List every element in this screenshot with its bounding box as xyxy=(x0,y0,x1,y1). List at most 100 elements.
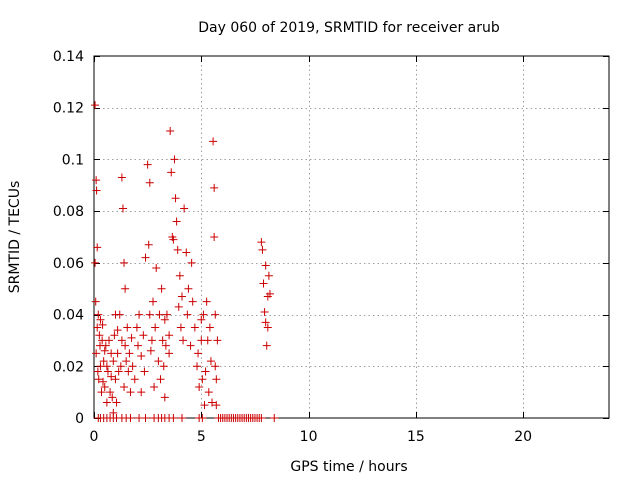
data-point xyxy=(177,414,186,422)
data-point xyxy=(172,217,181,226)
data-point xyxy=(123,323,132,332)
data-point xyxy=(212,375,221,384)
data-point xyxy=(101,341,110,350)
data-point xyxy=(154,357,163,366)
data-point xyxy=(124,367,133,376)
data-point xyxy=(150,382,159,391)
data-point xyxy=(159,362,168,371)
grid-layer xyxy=(94,56,609,418)
data-point xyxy=(183,310,192,319)
data-point xyxy=(93,323,102,332)
data-point xyxy=(127,333,136,342)
data-point xyxy=(135,310,144,319)
data-point xyxy=(100,346,109,355)
data-point xyxy=(108,393,117,402)
data-point xyxy=(92,186,101,195)
data-point xyxy=(193,362,201,371)
data-point xyxy=(261,318,270,327)
data-point xyxy=(206,357,215,366)
data-point xyxy=(173,245,182,254)
data-point xyxy=(91,297,100,306)
data-point xyxy=(180,204,189,213)
data-point xyxy=(265,289,274,298)
data-point xyxy=(257,414,266,422)
data-point xyxy=(98,320,107,329)
data-point xyxy=(169,414,178,422)
data-point xyxy=(130,375,139,384)
data-point xyxy=(121,284,130,293)
data-point xyxy=(201,367,210,376)
data-point xyxy=(102,362,111,371)
data-point xyxy=(198,375,207,384)
data-point xyxy=(113,326,122,335)
data-point xyxy=(270,414,279,422)
data-point xyxy=(259,279,268,288)
data-point xyxy=(103,367,112,376)
data-point xyxy=(118,204,127,213)
data-point xyxy=(96,315,105,324)
data-point xyxy=(198,414,207,422)
data-point xyxy=(111,375,120,384)
data-point xyxy=(137,351,146,360)
data-point xyxy=(100,382,109,391)
y-tick-label: 0 xyxy=(75,411,84,427)
data-point xyxy=(112,398,121,407)
data-point xyxy=(200,401,209,410)
y-tick-label: 0.08 xyxy=(53,204,84,220)
data-point xyxy=(261,261,270,270)
data-point xyxy=(144,240,153,249)
data-point xyxy=(197,315,206,324)
data-point xyxy=(97,388,106,397)
data-point xyxy=(194,349,203,358)
data-point xyxy=(162,310,171,319)
data-point xyxy=(140,367,149,376)
data-point xyxy=(203,336,212,345)
data-point xyxy=(202,297,211,306)
data-point xyxy=(175,271,184,280)
data-point xyxy=(199,310,208,319)
data-point xyxy=(157,284,166,293)
data-point xyxy=(109,357,118,366)
data-point xyxy=(184,284,193,293)
data-point xyxy=(151,323,160,332)
data-point xyxy=(167,168,176,177)
data-point xyxy=(128,362,137,371)
data-point xyxy=(263,323,272,332)
data-point xyxy=(126,414,135,422)
data-point xyxy=(195,382,204,391)
data-point xyxy=(204,388,213,397)
data-point xyxy=(113,349,122,358)
data-point xyxy=(258,245,267,254)
y-tick-label: 0.12 xyxy=(53,101,84,117)
data-point xyxy=(106,388,115,397)
data-point xyxy=(161,341,170,350)
data-point xyxy=(117,336,126,345)
data-point xyxy=(166,126,175,135)
data-point xyxy=(212,401,221,410)
data-point xyxy=(205,323,214,332)
data-point xyxy=(262,341,271,350)
y-axis-label: SRMTID / TECUs xyxy=(7,181,23,294)
data-point xyxy=(213,336,222,345)
data-point xyxy=(210,183,219,192)
data-point xyxy=(160,315,169,324)
data-point xyxy=(114,367,123,376)
x-tick-label: 0 xyxy=(90,429,99,445)
data-point xyxy=(99,377,108,386)
data-point xyxy=(187,258,196,267)
data-point xyxy=(122,357,131,366)
data-point xyxy=(264,271,273,280)
tick-layer: 0 5 10 15 20 0 0.02 0.04 0.06 0.08 0.1 0.12 0.14 xyxy=(53,49,609,445)
data-point xyxy=(179,336,188,345)
data-point xyxy=(211,310,220,319)
x-axis-label: GPS time / hours xyxy=(290,459,407,475)
data-point xyxy=(169,235,178,244)
y-tick-label: 0.06 xyxy=(53,256,84,272)
data-point xyxy=(92,176,101,185)
data-point xyxy=(208,398,217,407)
data-point xyxy=(95,331,104,340)
data-point xyxy=(120,382,129,391)
data-point xyxy=(190,323,199,332)
data-point xyxy=(174,302,183,311)
data-point xyxy=(146,346,155,355)
